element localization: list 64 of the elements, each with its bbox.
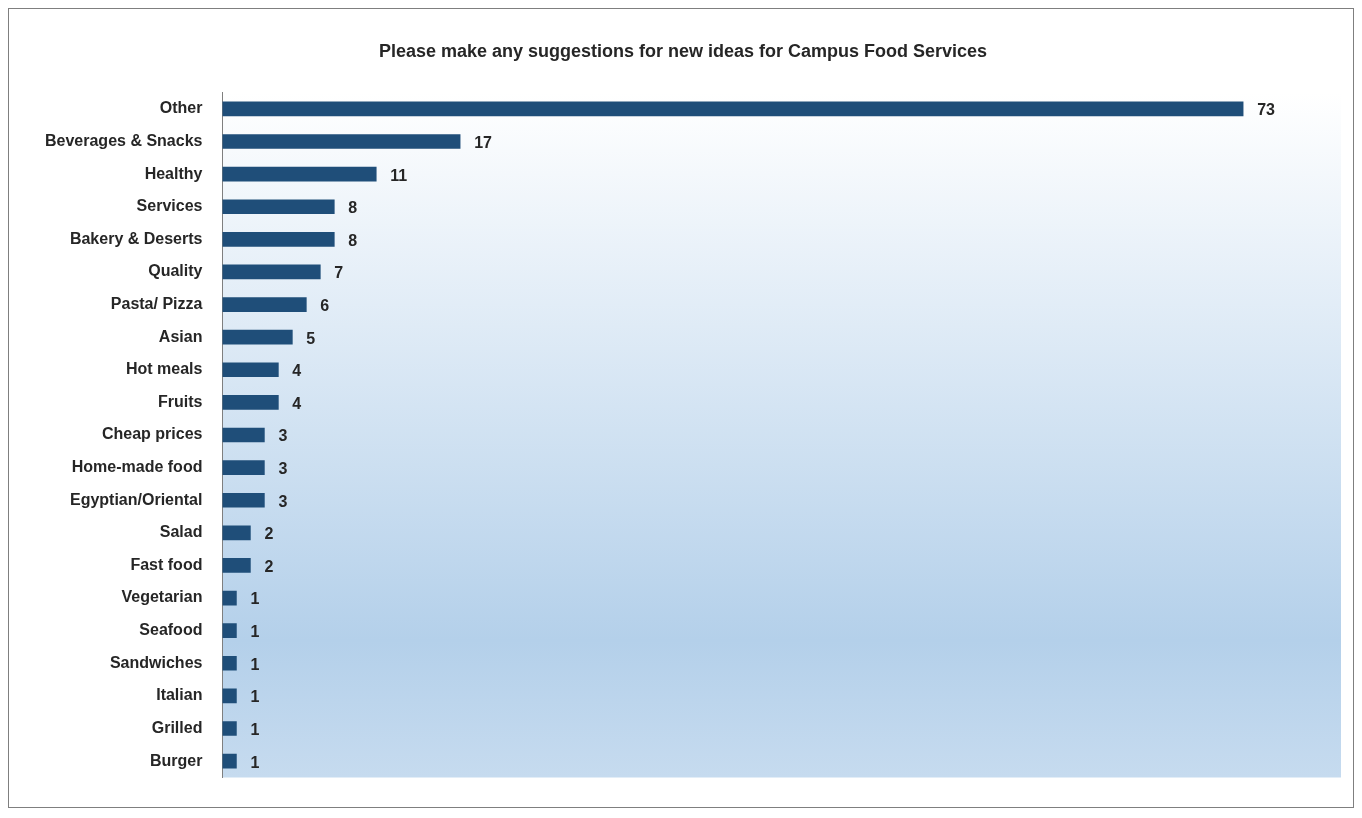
y-tick-label: Sandwiches <box>109 653 203 671</box>
data-label: 11 <box>390 166 408 184</box>
bar <box>222 395 279 410</box>
data-label: 3 <box>278 427 288 445</box>
y-tick-label: Pasta/ Pizza <box>110 294 203 312</box>
y-tick-label: Egyptian/Oriental <box>69 490 203 508</box>
y-tick-label: Salad <box>159 523 203 541</box>
data-label: 3 <box>278 460 288 478</box>
y-tick-label: Fast food <box>130 555 203 573</box>
data-label: 4 <box>292 394 302 412</box>
bar <box>222 264 321 280</box>
bar <box>222 199 335 215</box>
y-tick-label: Fruits <box>157 392 203 410</box>
bar <box>222 721 237 736</box>
data-label: 7 <box>334 264 344 282</box>
y-tick-label: Italian <box>156 686 203 704</box>
data-label: 1 <box>250 590 260 608</box>
bar <box>222 753 237 769</box>
bar <box>222 297 307 312</box>
y-tick-label: Asian <box>158 327 203 345</box>
bar <box>222 232 335 247</box>
y-tick-label: Burger <box>149 751 203 769</box>
data-label: 5 <box>306 329 316 347</box>
y-tick-label: Quality <box>148 262 203 280</box>
chart-title: Please make any suggestions for new ideas for Campus Food Services <box>378 40 988 61</box>
bar <box>222 427 265 443</box>
y-tick-label: Healthy <box>144 164 203 182</box>
data-label: 2 <box>264 557 274 575</box>
data-label: 3 <box>278 492 288 510</box>
y-tick-label: Seafood <box>139 621 203 639</box>
bar <box>222 101 1244 117</box>
y-tick-label: Grilled <box>151 718 203 736</box>
bar <box>222 329 293 345</box>
data-label: 8 <box>348 199 358 217</box>
bar <box>222 623 237 638</box>
y-tick-label: Vegetarian <box>121 588 203 606</box>
data-label: 73 <box>1257 101 1276 119</box>
y-tick-label: Hot meals <box>125 360 203 378</box>
y-tick-label: Services <box>136 197 203 215</box>
bar <box>222 525 251 541</box>
y-tick-label: Home-made food <box>71 458 203 476</box>
data-label: 1 <box>250 753 260 771</box>
data-label: 4 <box>292 362 302 380</box>
data-label: 8 <box>348 231 358 249</box>
y-tick-label: Bakery & Deserts <box>69 229 203 247</box>
bar <box>222 492 265 508</box>
y-tick-label: Other <box>159 99 203 117</box>
bar <box>222 166 377 182</box>
data-label: 17 <box>474 133 493 151</box>
bar <box>222 134 461 149</box>
y-tick-label: Beverages & Snacks <box>44 131 203 149</box>
y-tick-label: Cheap prices <box>101 425 203 443</box>
bar <box>222 590 237 606</box>
data-label: 1 <box>250 623 260 641</box>
bar <box>222 362 279 378</box>
data-label: 2 <box>264 525 274 543</box>
data-label: 1 <box>250 655 260 673</box>
bar <box>222 688 237 704</box>
data-label: 1 <box>250 688 260 706</box>
bar <box>222 655 237 671</box>
data-label: 6 <box>320 296 330 314</box>
bar <box>222 460 265 475</box>
bar <box>222 558 251 573</box>
data-label: 1 <box>250 720 260 738</box>
